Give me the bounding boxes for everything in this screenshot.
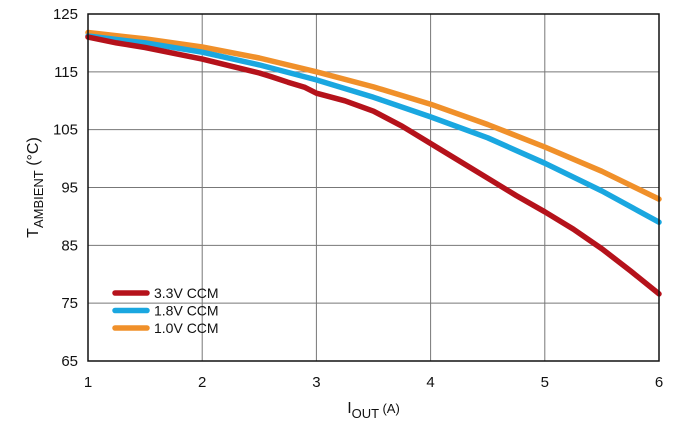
x-tick-label: 2 bbox=[198, 374, 206, 391]
y-tick-label: 115 bbox=[54, 64, 78, 81]
plot-frame bbox=[87, 13, 660, 362]
x-axis-label-unit: (A) bbox=[379, 401, 400, 416]
x-tick-labels: 1 2 3 4 5 6 bbox=[84, 374, 663, 391]
legend-label: 1.0V CCM bbox=[154, 320, 219, 336]
y-tick-label: 125 bbox=[53, 6, 78, 23]
y-axis-label: TAMBIENT (°C) bbox=[25, 137, 46, 238]
y-tick-label: 105 bbox=[53, 122, 78, 139]
y-tick-label: 85 bbox=[61, 237, 78, 254]
y-axis-label-main: T bbox=[25, 228, 42, 238]
series-lines bbox=[85, 29, 662, 297]
x-axis-label: IOUT (A) bbox=[347, 400, 400, 421]
x-axis-label-sub: OUT bbox=[352, 406, 380, 421]
y-tick-label: 95 bbox=[61, 180, 78, 197]
x-tick-label: 3 bbox=[312, 374, 320, 391]
y-axis-label-sub: AMBIENT bbox=[31, 170, 46, 228]
x-tick-label: 6 bbox=[655, 374, 663, 391]
y-axis-label-unit: (°C) bbox=[25, 137, 42, 170]
x-tick-label: 1 bbox=[84, 374, 92, 391]
y-tick-label: 75 bbox=[61, 295, 78, 312]
x-tick-label: 5 bbox=[541, 374, 549, 391]
series-line-1-0v-ccm bbox=[85, 29, 662, 202]
x-tick-label: 4 bbox=[426, 374, 434, 391]
legend-label: 1.8V CCM bbox=[154, 303, 219, 319]
y-tick-labels: 65 75 85 95 105 115 125 bbox=[53, 6, 78, 370]
series-line-3-3v-ccm bbox=[85, 34, 662, 297]
legend-label: 3.3V CCM bbox=[154, 285, 219, 301]
series-line-1-8v-ccm bbox=[85, 33, 662, 225]
y-tick-label: 65 bbox=[61, 353, 78, 370]
x-axis-label-main: I bbox=[347, 400, 351, 417]
